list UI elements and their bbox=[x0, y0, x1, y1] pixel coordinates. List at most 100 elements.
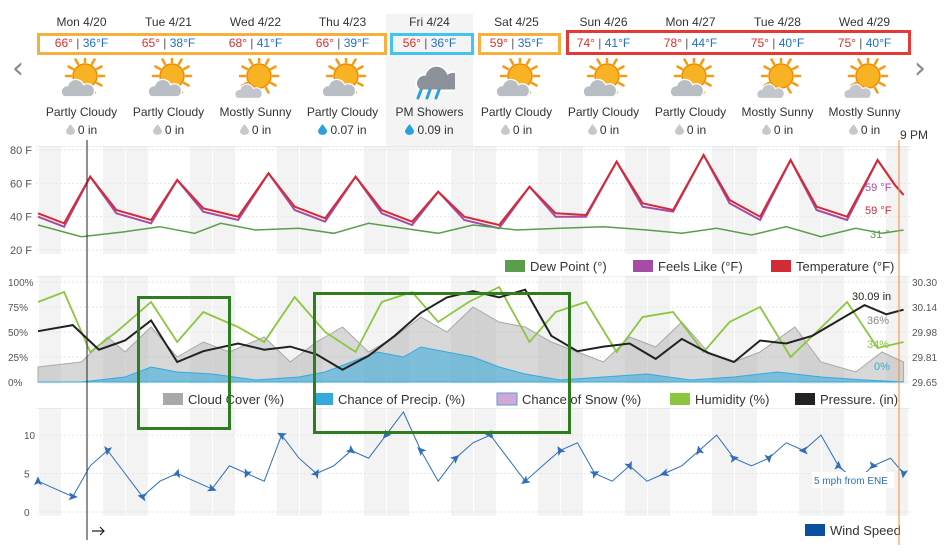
day-name: Wed 4/29 bbox=[838, 15, 891, 29]
condition-label: Mostly Sunny bbox=[828, 105, 901, 119]
prev-arrow-icon[interactable]: ‹ bbox=[12, 51, 24, 86]
night-band bbox=[213, 146, 235, 254]
y-tick-label: 80 F bbox=[10, 146, 32, 157]
high-temp: 74° bbox=[576, 36, 595, 50]
next-arrow-icon[interactable]: › bbox=[914, 51, 926, 86]
y-tick-label-right: 29.98 bbox=[912, 328, 937, 339]
precip-amount: 0 in bbox=[473, 122, 560, 138]
wind-direction-arrow bbox=[277, 432, 288, 441]
wind-direction-arrow bbox=[34, 476, 42, 486]
temperature-line bbox=[37, 152, 905, 227]
night-band bbox=[451, 408, 473, 516]
partly-cloudy-icon bbox=[495, 58, 540, 98]
wind-direction-arrow bbox=[696, 445, 705, 456]
night-band bbox=[387, 408, 409, 516]
precip-value: 0 in bbox=[512, 123, 533, 137]
y-tick-label-left: 100% bbox=[8, 278, 34, 289]
day-column[interactable]: Mon 4/27 78° | 44°F Partly Cloudy 0 in bbox=[647, 14, 734, 150]
wind-direction-arrow bbox=[729, 454, 739, 463]
night-band bbox=[126, 408, 148, 516]
high-temp: 66° bbox=[315, 36, 334, 50]
night-band bbox=[126, 146, 148, 254]
wind-direction-arrow bbox=[764, 453, 773, 464]
day-temps: 78° | 44°F bbox=[663, 36, 718, 50]
high-temp: 68° bbox=[228, 36, 247, 50]
day-temps: 66° | 39°F bbox=[315, 36, 370, 50]
precip-value: 0 in bbox=[77, 123, 98, 137]
legend-humidity-label: Humidity (%) bbox=[695, 392, 769, 407]
cloud-humidity-pressure-chart: 0% 29.65 25% 29.81 50% 29.98 75% 30.14 100% 30.30… bbox=[8, 276, 937, 407]
day-temps: 56° | 36°F bbox=[402, 36, 457, 50]
day-temps: 74° | 41°F bbox=[576, 36, 631, 50]
day-column[interactable]: Sat 4/25 59° | 35°F Partly Cloudy 0 in bbox=[473, 14, 560, 150]
wind-direction-arrow bbox=[798, 446, 808, 455]
day-column[interactable]: Mon 4/20 66° | 36°F Partly Cloudy 0 in bbox=[38, 14, 125, 150]
precip-value: 0.09 in bbox=[417, 123, 454, 137]
night-band bbox=[822, 146, 844, 254]
day-name: Thu 4/23 bbox=[318, 15, 367, 29]
night-band bbox=[822, 276, 844, 384]
current-cloud-label: 36% bbox=[867, 315, 889, 327]
legend-feels-like-swatch bbox=[633, 260, 653, 272]
precip-amount: 0 in bbox=[125, 122, 212, 138]
day-name: Mon 4/27 bbox=[665, 15, 716, 29]
precip-value: 0.07 in bbox=[330, 123, 367, 137]
current-pressure-label: 30.09 in bbox=[852, 291, 891, 303]
high-temp: 66° bbox=[54, 36, 73, 50]
condition-label: Mostly Sunny bbox=[741, 105, 814, 119]
high-temp: 78° bbox=[663, 36, 682, 50]
day-column[interactable]: Fri 4/24 56° | 36°F PM Showers 0.09 in bbox=[386, 14, 473, 150]
wind-direction-arrow bbox=[137, 493, 148, 502]
condition-label: Partly Cloudy bbox=[654, 105, 727, 119]
day-column[interactable]: Tue 4/28 75° | 40°F Mostly Sunny 0 in bbox=[734, 14, 821, 150]
current-temperature-label: 59 °F bbox=[865, 205, 892, 217]
mostly-sunny-icon bbox=[233, 58, 279, 99]
legend-dew-point-swatch bbox=[505, 260, 525, 272]
day-temps: 68° | 41°F bbox=[228, 36, 283, 50]
night-band bbox=[387, 146, 409, 254]
current-dew-point-label: 31 ° bbox=[870, 229, 890, 241]
night-band bbox=[799, 146, 821, 254]
night-band bbox=[822, 408, 844, 516]
partly-cloudy-icon bbox=[321, 58, 366, 98]
wind-direction-arrow bbox=[310, 469, 320, 480]
wind-direction-arrow bbox=[417, 447, 427, 457]
precip-value: 0 in bbox=[686, 123, 707, 137]
day-column[interactable]: Thu 4/23 66° | 39°F Partly Cloudy 0.07 in bbox=[299, 14, 386, 150]
wind-direction-arrow bbox=[900, 468, 909, 479]
precip-value: 0 in bbox=[164, 123, 185, 137]
low-temp: 41°F bbox=[256, 36, 283, 50]
high-temp: 59° bbox=[489, 36, 508, 50]
wind-direction-arrow bbox=[557, 446, 566, 456]
y-tick-label: 60 F bbox=[10, 178, 32, 190]
legend-precip-chance-label: Chance of Precip. (%) bbox=[338, 392, 465, 407]
wind-direction-arrow bbox=[172, 468, 180, 479]
night-band bbox=[364, 408, 386, 516]
day-column[interactable]: Sun 4/26 74° | 41°F Partly Cloudy 0 in bbox=[560, 14, 647, 150]
precip-value: 0 in bbox=[251, 123, 272, 137]
night-band bbox=[735, 408, 757, 516]
day-column[interactable]: Wed 4/29 75° | 40°F Mostly Sunny 0 in bbox=[821, 14, 908, 150]
precip-amount: 0 in bbox=[560, 122, 647, 138]
night-band bbox=[190, 408, 212, 516]
precip-value: 0 in bbox=[860, 123, 881, 137]
wind-direction-arrow bbox=[834, 460, 843, 470]
day-column[interactable]: Wed 4/22 68° | 41°F Mostly Sunny 0 in bbox=[212, 14, 299, 150]
night-band bbox=[39, 146, 61, 254]
current-feels-like-label: 59 °F bbox=[865, 182, 892, 194]
y-tick-label: 20 F bbox=[10, 245, 32, 257]
raindrop-icon bbox=[405, 124, 415, 135]
day-column[interactable]: Tue 4/21 65° | 38°F Partly Cloudy 0 in bbox=[125, 14, 212, 150]
wind-direction-arrow bbox=[68, 492, 78, 501]
low-temp: 40°F bbox=[865, 36, 892, 50]
night-band bbox=[451, 146, 473, 254]
legend-cloud-cover-label: Cloud Cover (%) bbox=[188, 392, 284, 407]
condition-label: Partly Cloudy bbox=[480, 105, 553, 119]
day-temps: 75° | 40°F bbox=[750, 36, 805, 50]
raindrop-icon bbox=[848, 124, 858, 135]
wind-direction-arrow bbox=[206, 483, 217, 492]
high-temp: 75° bbox=[837, 36, 856, 50]
legend-temperature-swatch bbox=[771, 260, 791, 272]
night-band bbox=[103, 408, 125, 516]
